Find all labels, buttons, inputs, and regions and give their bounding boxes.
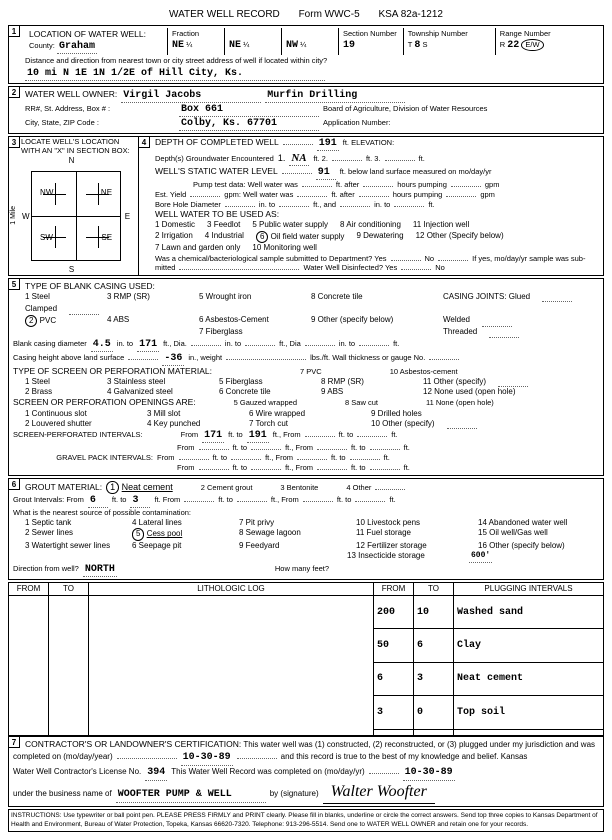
section-num-3: 3: [8, 136, 20, 148]
section-num-7: 7: [8, 736, 20, 748]
grout-title: GROUT MATERIAL:: [25, 482, 102, 493]
section-grout: 6 GROUT MATERIAL: 1 Neat cement 2 Cement…: [8, 478, 604, 580]
township-value: 8: [414, 40, 420, 51]
blank-to-value: 171: [137, 338, 159, 352]
blank-dia-value: 4.5: [91, 338, 113, 352]
frac3-value: NW: [286, 40, 298, 51]
range-label: Range Number: [500, 29, 551, 38]
casing-title: TYPE OF BLANK CASING USED:: [25, 281, 155, 292]
fraction-label: Fraction: [172, 29, 199, 38]
compass-n: N: [9, 156, 134, 166]
openings-title: SCREEN OR PERFORATION OPENINGS ARE:: [13, 397, 196, 408]
city-label: City, State, ZIP Code :: [25, 118, 175, 128]
section-value: 19: [343, 40, 355, 51]
section-certification: 7 CONTRACTOR'S OR LANDOWNER'S CERTIFICAT…: [8, 736, 604, 807]
section-casing: 5 TYPE OF BLANK CASING USED: 1 Steel 3 R…: [8, 278, 604, 476]
section-location: 1 LOCATION OF WATER WELL: County: Graham…: [8, 25, 604, 84]
business-value: WOOFTER PUMP & WELL: [116, 788, 266, 803]
board-label: Board of Agriculture, Division of Water …: [323, 104, 487, 114]
q2: ¼: [243, 40, 249, 49]
section-label: Section Number: [343, 29, 397, 38]
range-ew: E/W: [521, 39, 543, 51]
gw-label: Depth(s) Groundwater Encountered: [155, 154, 274, 164]
owner-title: WATER WELL OWNER:: [25, 89, 117, 100]
table-header-row: FROM TO LITHOLOGIC LOG FROM TO PLUGGING …: [9, 582, 604, 595]
form-header: WATER WELL RECORD Form WWC-5 KSA 82a-121…: [8, 8, 604, 21]
location-grid: NW NE SW SE W E: [31, 171, 121, 261]
county-label: County:: [29, 41, 55, 50]
locate-title: LOCATE WELL'S LOCATION WITH AN "X" IN SE…: [9, 137, 134, 157]
compass-w: W: [22, 212, 30, 222]
section-owner: 2 WATER WELL OWNER: Virgil Jacobs Murfin…: [8, 86, 604, 134]
perf-from-value: 171: [202, 429, 224, 443]
feet-value: 600': [469, 551, 492, 562]
signature-value: Walter Woofter: [323, 781, 435, 804]
lithologic-table: FROM TO LITHOLOGIC LOG FROM TO PLUGGING …: [8, 582, 604, 736]
static-label: WELL'S STATIC WATER LEVEL: [155, 166, 278, 177]
form-number: Form WWC-5: [299, 9, 360, 20]
depth-title: DEPTH OF COMPLETED WELL: [155, 137, 279, 148]
perf-to-value: 191: [247, 429, 269, 443]
distance-label: Distance and direction from nearest town…: [25, 56, 327, 65]
cert-title: CONTRACTOR'S OR LANDOWNER'S CERTIFICATIO…: [25, 739, 241, 749]
addr-label: RR#, St. Address, Box # :: [25, 104, 175, 114]
county-value: Graham: [57, 40, 97, 54]
compass-e: E: [125, 212, 130, 222]
use6-circled: 6: [256, 231, 268, 243]
form-title: WATER WELL RECORD: [169, 9, 280, 20]
static-value: 91: [316, 166, 336, 180]
contam-label: What is the nearest source of possible c…: [13, 508, 191, 518]
q3: ¼: [300, 40, 306, 49]
elev-label: ft. ELEVATION:: [343, 138, 394, 148]
section-num-6: 6: [8, 478, 20, 490]
record-date: 10-30-89: [403, 766, 455, 781]
location-title: LOCATION OF WATER WELL:: [29, 29, 146, 39]
section-locate-depth: 3 LOCATE WELL'S LOCATION WITH AN "X" IN …: [8, 136, 604, 276]
section-num-1: 1: [8, 25, 20, 37]
owner-value: Virgil Jacobs: [121, 89, 261, 103]
frac2-value: NE: [229, 40, 241, 51]
table-row: 200 10 Washed sand: [9, 595, 604, 628]
township-t: T: [408, 40, 412, 49]
screen-title: TYPE OF SCREEN OR PERFORATION MATERIAL:: [13, 366, 212, 377]
grout-from-value: 6: [88, 494, 108, 508]
distance-value: 10 mi N 1E 1N 1/2E of Hill City, Ks.: [25, 67, 325, 81]
frac1-value: NE: [172, 40, 184, 51]
completed-date: 10-30-89: [181, 751, 233, 766]
range-r: R: [500, 40, 505, 49]
city-value: Colby, Ks. 67701: [179, 117, 319, 131]
township-label: Township Number: [408, 29, 468, 38]
driller-value: Murfin Drilling: [265, 89, 405, 103]
section-num-5: 5: [8, 278, 20, 290]
app-label: Application Number:: [323, 118, 391, 128]
static-suffix: ft. below land surface measured on mo/da…: [340, 167, 492, 177]
form-ksa: KSA 82a-1212: [378, 9, 443, 20]
height-value: -36: [162, 352, 184, 366]
compass-s: S: [9, 265, 134, 275]
water-uses: 1 Domestic 3 Feedlot 5 Public water supp…: [143, 220, 603, 230]
license-value: 394: [145, 766, 167, 781]
range-value: 22: [507, 40, 519, 51]
use-label: WELL WATER TO BE USED AS:: [155, 209, 279, 220]
box-value: Box 661: [179, 103, 319, 117]
instructions: INSTRUCTIONS: Use typewriter or ball poi…: [8, 809, 604, 832]
grout-to-value: 3: [130, 494, 150, 508]
mile-label: 1 Mile: [9, 206, 18, 225]
township-s: S: [422, 40, 427, 49]
section-num-2: 2: [8, 86, 20, 98]
q1: ¼: [186, 40, 192, 49]
depth-value: 191: [317, 137, 339, 151]
section-num-4: 4: [138, 136, 150, 148]
gw1-value: NA: [289, 151, 309, 166]
direction-value: NORTH: [83, 563, 117, 577]
